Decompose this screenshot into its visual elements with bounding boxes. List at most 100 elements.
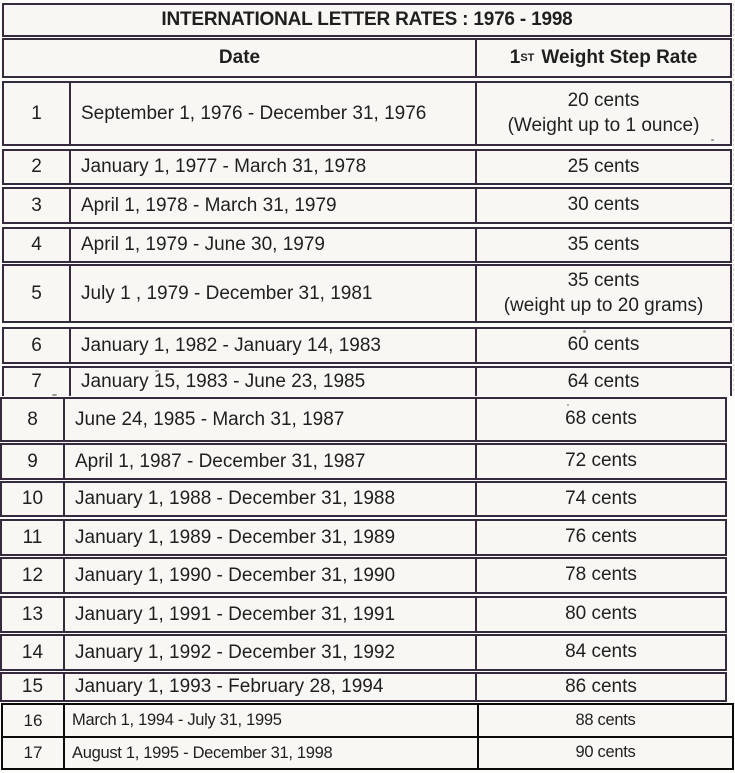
date-range: January 1, 1990 - December 31, 1990 — [63, 559, 475, 592]
table-segment-bottom: 16 March 1, 1994 - July 31, 1995 88 cent… — [1, 703, 734, 770]
page-title: INTERNATIONAL LETTER RATES : 1976 - 1998 — [2, 3, 732, 37]
scan-speck — [567, 404, 569, 406]
date-range: April 1, 1978 - March 31, 1979 — [69, 189, 475, 222]
row-number: 3 — [31, 194, 42, 216]
rate-value: 30 cents — [567, 194, 640, 216]
table-row: 3 April 1, 1978 - March 31, 1979 30 cent… — [2, 187, 732, 224]
rate-value: 88 cents — [575, 710, 636, 729]
rate-value: 76 cents — [565, 526, 637, 548]
rows-group-top: 1 September 1, 1976 - December 31, 1976 … — [2, 81, 732, 396]
date-range: June 24, 1985 - March 31, 1987 — [63, 399, 475, 440]
date-range: January 1, 1991 - December 31, 1991 — [63, 598, 475, 631]
date-range: April 1, 1979 - June 30, 1979 — [69, 229, 475, 261]
rate-value: 80 cents — [565, 603, 637, 625]
table-row: 7 January 15, 1983 - June 23, 1985 64 ce… — [2, 366, 732, 396]
rate-cell: 72 cents — [475, 445, 725, 478]
row-number: 6 — [31, 334, 42, 356]
scan-speck — [711, 139, 714, 141]
rate-cell: 90 cents — [477, 738, 732, 768]
table-segment-top: INTERNATIONAL LETTER RATES : 1976 - 1998… — [2, 3, 732, 396]
table-row: 17 August 1, 1995 - December 31, 1998 90… — [1, 736, 734, 770]
date-range: January 1, 1992 - December 31, 1992 — [63, 636, 475, 669]
table-row: 2 January 1, 1977 - March 31, 1978 25 ce… — [2, 149, 732, 185]
date-range: January 1, 1993 - February 28, 1994 — [63, 674, 475, 700]
rate-cell: 80 cents — [475, 598, 725, 631]
date-range: January 1, 1982 - January 14, 1983 — [69, 329, 475, 362]
table-row: 16 March 1, 1994 - July 31, 1995 88 cent… — [1, 703, 734, 738]
rate-cell: 64 cents — [475, 368, 730, 396]
rate-cell: 74 cents — [475, 483, 725, 515]
row-number: 9 — [27, 450, 38, 472]
rate-value: 86 cents — [565, 675, 637, 697]
row-number: 17 — [23, 743, 43, 762]
column-header-date: Date — [218, 47, 261, 68]
rate-value: 35 cents — [567, 233, 640, 255]
row-number: 8 — [27, 408, 38, 430]
scan-edge-artifact — [733, 4, 734, 394]
rate-value: 35 cents — [567, 270, 640, 292]
row-number: 10 — [21, 488, 44, 509]
table-row: 12 January 1, 1990 - December 31, 1990 7… — [0, 557, 727, 594]
date-range: January 1, 1977 - March 31, 1978 — [69, 151, 475, 183]
rate-header-number: 1 — [509, 47, 521, 68]
table-row: 1 September 1, 1976 - December 31, 1976 … — [2, 81, 732, 146]
table-row: 8 June 24, 1985 - March 31, 1987 68 cent… — [0, 397, 727, 442]
table-header-row: Date 1 ST Weight Step Rate — [2, 38, 732, 78]
rate-cell: 88 cents — [477, 705, 732, 736]
date-range: August 1, 1995 - December 31, 1998 — [63, 738, 477, 768]
rate-value: 90 cents — [575, 743, 636, 762]
table-row: 10 January 1, 1988 - December 31, 1988 7… — [0, 481, 727, 517]
row-number: 2 — [31, 156, 42, 177]
table-row: 11 January 1, 1989 - December 31, 1989 7… — [0, 519, 727, 556]
rate-value: 72 cents — [565, 450, 637, 472]
row-number: 5 — [31, 282, 42, 304]
date-range: July 1 , 1979 - December 31, 1981 — [69, 266, 475, 321]
scan-speck — [52, 394, 57, 396]
date-range: January 15, 1983 - June 23, 1985 — [69, 368, 475, 396]
table-row: 14 January 1, 1992 - December 31, 1992 8… — [0, 634, 727, 671]
rate-note: (weight up to 20 grams) — [503, 294, 704, 316]
rate-cell: 86 cents — [475, 674, 725, 700]
rate-value: 78 cents — [565, 564, 637, 586]
date-range: March 1, 1994 - July 31, 1995 — [63, 705, 477, 736]
table-row: 4 April 1, 1979 - June 30, 1979 35 cents — [2, 227, 732, 263]
rate-cell: 60 cents — [475, 329, 730, 362]
row-number: 1 — [31, 102, 42, 124]
rate-value: 64 cents — [567, 370, 640, 392]
date-range: January 1, 1989 - December 31, 1989 — [63, 521, 475, 554]
rate-value: 74 cents — [565, 487, 637, 509]
table-row: 5 July 1 , 1979 - December 31, 1981 35 c… — [2, 264, 732, 323]
rate-cell: 25 cents — [475, 151, 730, 183]
row-number: 15 — [21, 676, 44, 697]
rate-cell: 20 cents (Weight up to 1 ounce) — [475, 83, 730, 144]
row-number: 7 — [31, 371, 42, 392]
rate-value: 60 cents — [567, 334, 640, 356]
column-header-rate: 1 ST Weight Step Rate — [475, 40, 730, 76]
row-number: 16 — [23, 710, 43, 730]
scan-speck — [155, 370, 159, 372]
table-row: 6 January 1, 1982 - January 14, 1983 60 … — [2, 327, 732, 364]
row-number: 12 — [21, 564, 44, 586]
date-range: April 1, 1987 - December 31, 1987 — [63, 445, 475, 478]
row-number: 13 — [21, 603, 44, 625]
date-range: September 1, 1976 - December 31, 1976 — [69, 83, 475, 144]
rate-cell: 30 cents — [475, 189, 730, 222]
rate-value: 20 cents — [567, 90, 640, 112]
rate-value: 25 cents — [567, 155, 640, 177]
rate-cell: 68 cents — [475, 399, 725, 440]
rate-value: 84 cents — [565, 641, 637, 663]
rate-cell: 84 cents — [475, 636, 725, 669]
rate-note: (Weight up to 1 ounce) — [507, 114, 700, 136]
table-segment-middle: 8 June 24, 1985 - March 31, 1987 68 cent… — [0, 397, 727, 702]
rate-header-label: Weight Step Rate — [541, 47, 698, 68]
table-row: 13 January 1, 1991 - December 31, 1991 8… — [0, 596, 727, 633]
rate-cell: 35 cents (weight up to 20 grams) — [475, 266, 730, 321]
rate-cell: 35 cents — [475, 229, 730, 261]
row-number: 11 — [22, 526, 43, 548]
scan-speck — [583, 330, 586, 333]
rate-cell: 78 cents — [475, 559, 725, 592]
row-number: 14 — [21, 641, 44, 663]
rate-cell: 76 cents — [475, 521, 725, 554]
row-number: 4 — [31, 234, 42, 255]
